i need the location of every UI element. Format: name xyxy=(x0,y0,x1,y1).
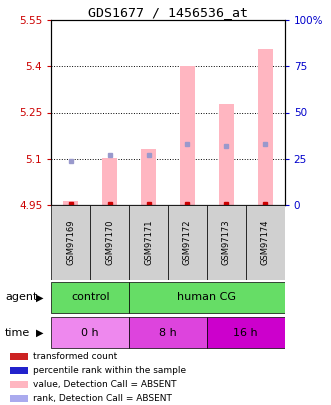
Text: 16 h: 16 h xyxy=(233,328,258,337)
Bar xyxy=(51,205,90,280)
Text: percentile rank within the sample: percentile rank within the sample xyxy=(32,366,186,375)
Bar xyxy=(219,104,234,205)
Title: GDS1677 / 1456536_at: GDS1677 / 1456536_at xyxy=(88,6,248,19)
Bar xyxy=(51,317,129,348)
Bar xyxy=(51,282,129,313)
Bar xyxy=(258,49,273,205)
Bar xyxy=(129,282,285,313)
Text: GSM97172: GSM97172 xyxy=(183,220,192,265)
Text: value, Detection Call = ABSENT: value, Detection Call = ABSENT xyxy=(32,380,176,389)
Bar xyxy=(63,201,78,205)
Text: GSM97173: GSM97173 xyxy=(222,220,231,265)
Bar xyxy=(207,317,285,348)
Text: GSM97170: GSM97170 xyxy=(105,220,114,265)
Bar xyxy=(180,66,195,205)
Text: transformed count: transformed count xyxy=(32,352,117,361)
Text: rank, Detection Call = ABSENT: rank, Detection Call = ABSENT xyxy=(32,394,171,403)
Bar xyxy=(129,205,168,280)
Bar xyxy=(207,205,246,280)
Bar xyxy=(10,353,28,360)
Bar xyxy=(10,381,28,388)
Bar xyxy=(10,395,28,403)
Bar xyxy=(168,205,207,280)
Text: time: time xyxy=(5,328,30,337)
Bar xyxy=(246,205,285,280)
Text: agent: agent xyxy=(5,292,37,303)
Text: 8 h: 8 h xyxy=(159,328,177,337)
Text: ▶: ▶ xyxy=(36,328,44,337)
Bar xyxy=(90,205,129,280)
Text: control: control xyxy=(71,292,110,303)
Bar xyxy=(129,317,207,348)
Text: GSM97169: GSM97169 xyxy=(66,220,75,265)
Text: 0 h: 0 h xyxy=(81,328,99,337)
Text: GSM97174: GSM97174 xyxy=(261,220,270,265)
Bar xyxy=(141,149,156,205)
Text: ▶: ▶ xyxy=(36,292,44,303)
Text: human CG: human CG xyxy=(177,292,236,303)
Bar xyxy=(102,158,117,205)
Bar xyxy=(10,367,28,374)
Text: GSM97171: GSM97171 xyxy=(144,220,153,265)
